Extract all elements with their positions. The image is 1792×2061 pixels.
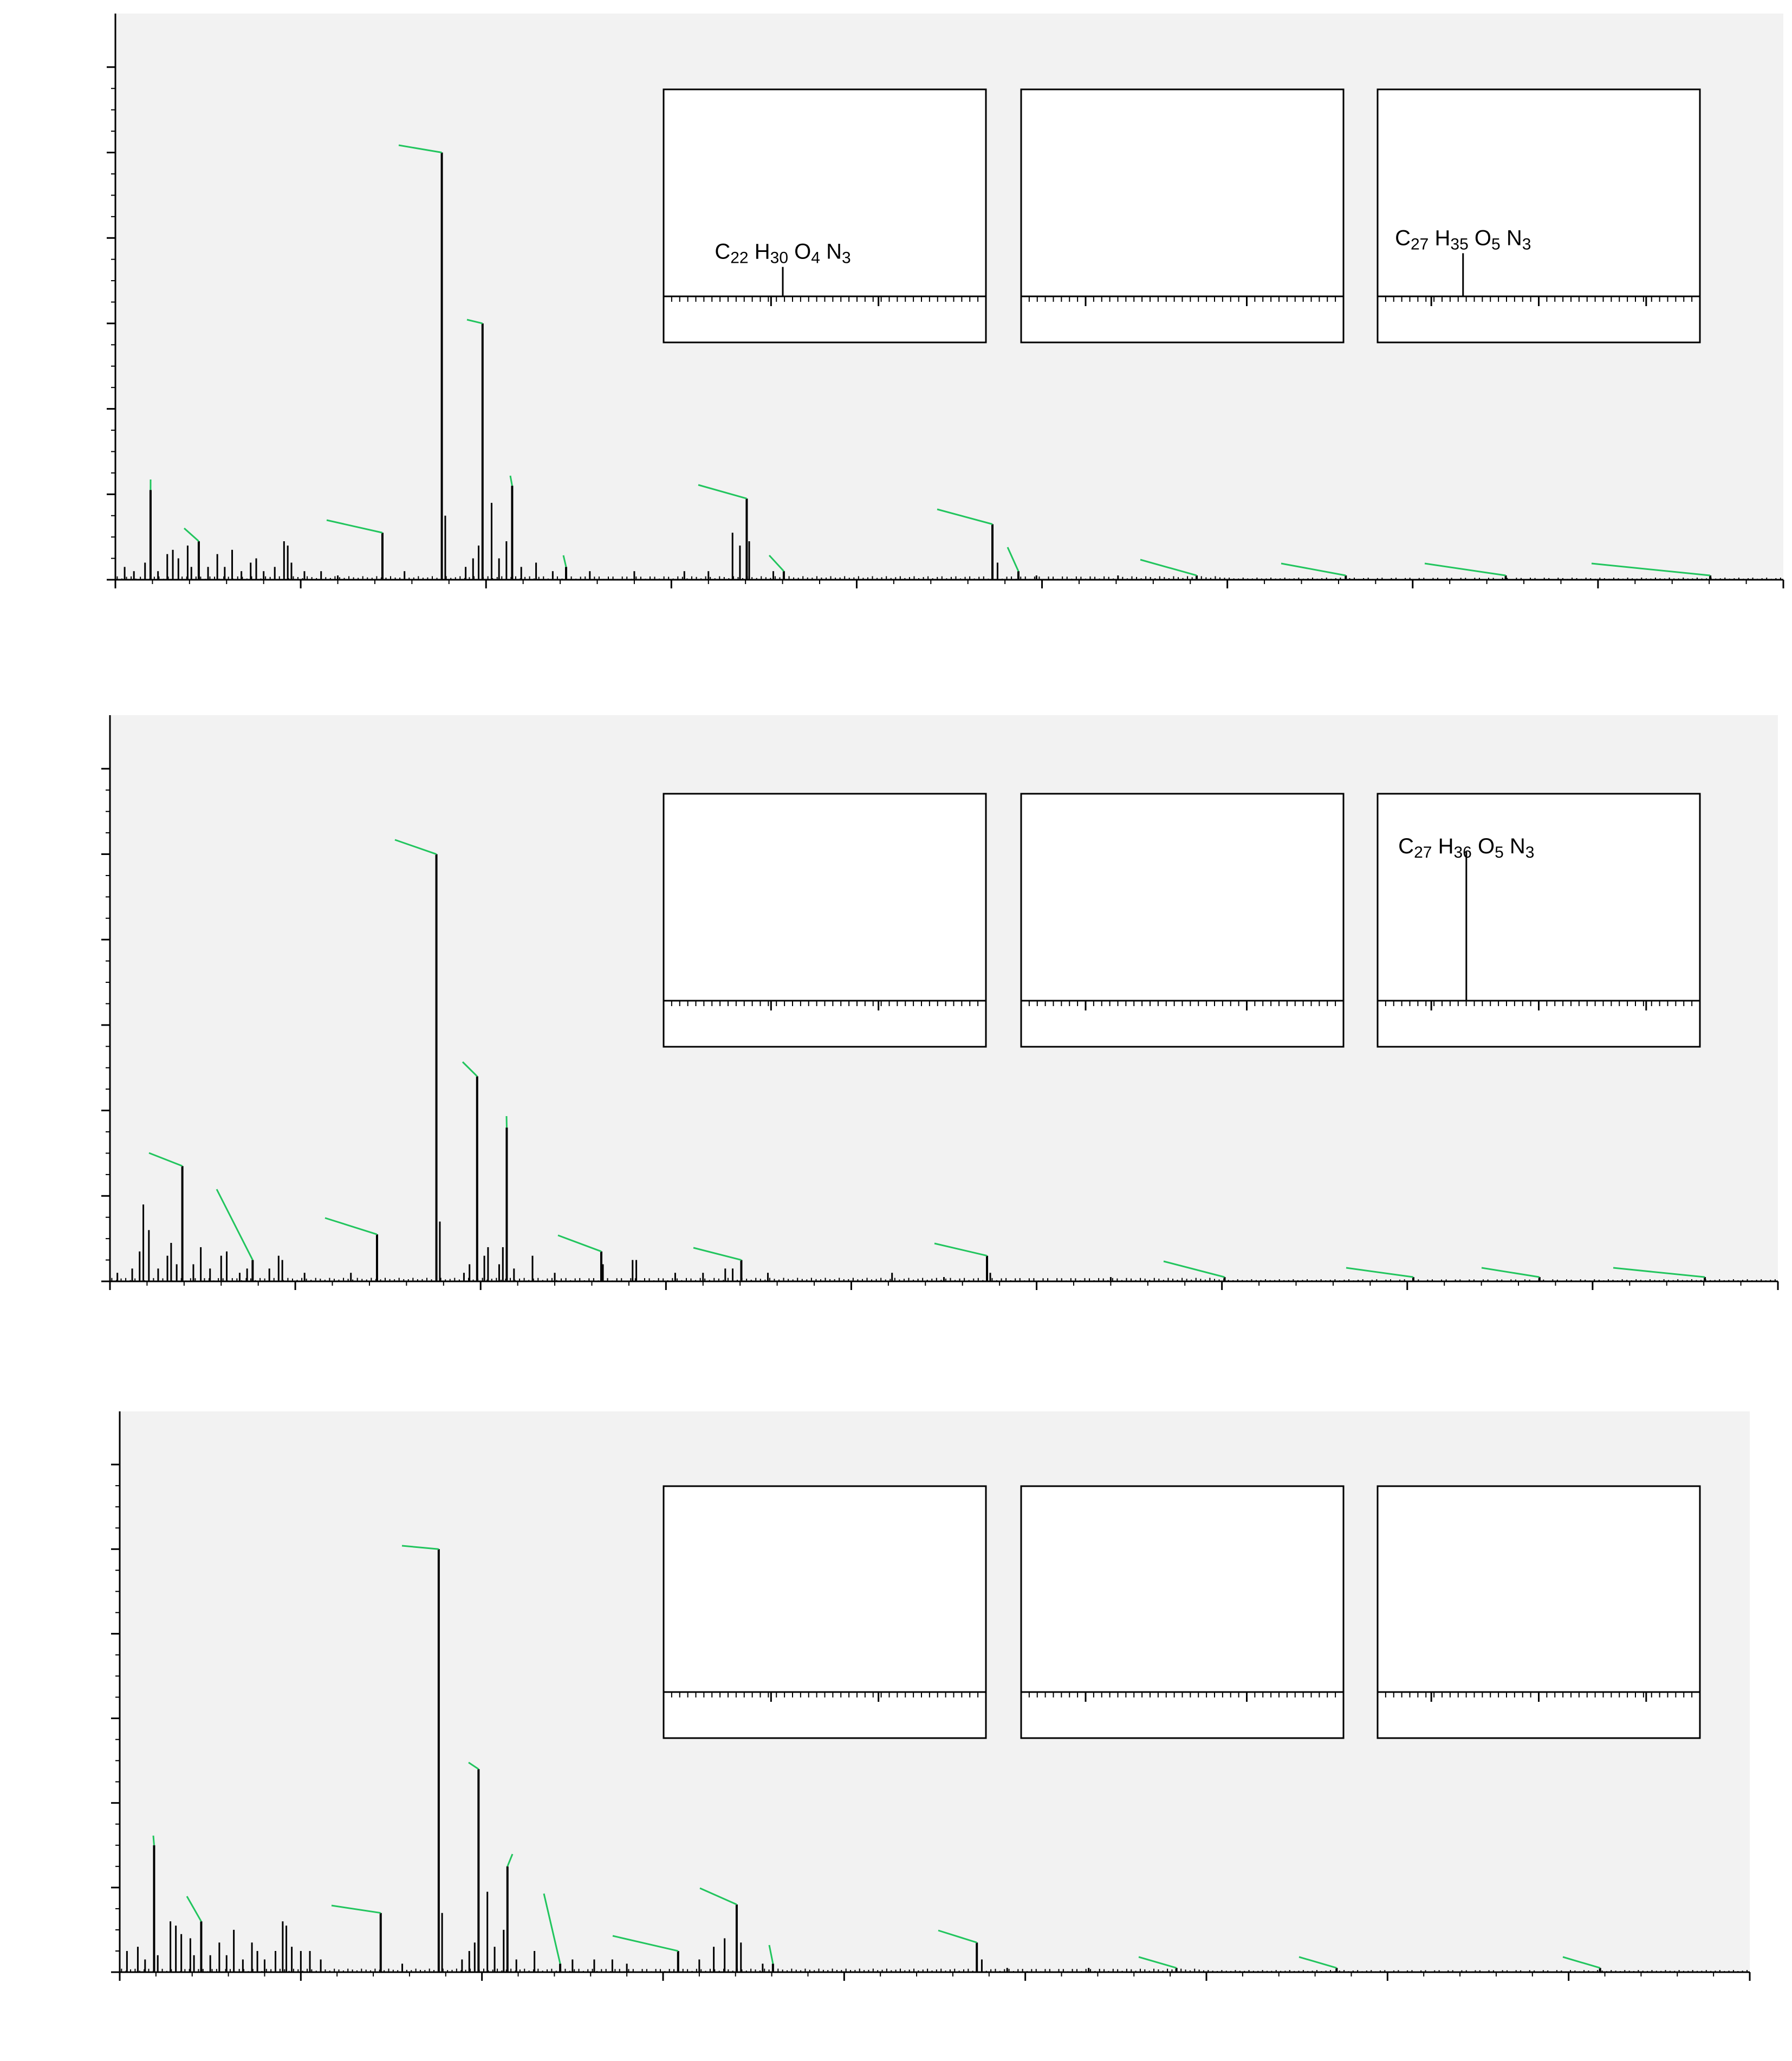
inset-frame (664, 1486, 986, 1738)
formula-count: 35 (1450, 235, 1468, 253)
formula-space (1504, 834, 1510, 858)
inset-3 (1378, 1486, 1700, 1738)
formula-count: 22 (730, 249, 748, 267)
formula-count: 27 (1411, 235, 1429, 253)
formula-element: N (1507, 226, 1522, 250)
inset-2 (1021, 794, 1343, 1047)
formula-count: 27 (1414, 844, 1432, 861)
formula-element: H (755, 240, 770, 264)
formula-space (1501, 226, 1507, 250)
inset-3: C27 H36 O5 N3 (1378, 794, 1700, 1047)
formula-element: N (826, 240, 842, 264)
peak-leader (153, 1836, 154, 1845)
formula-count: 3 (1525, 844, 1535, 861)
spectrum-panel-2: C27 H36 O5 N3 (101, 715, 1778, 1290)
formula-count: 30 (770, 249, 788, 267)
formula-count: 36 (1453, 844, 1471, 861)
formula-space (1472, 834, 1478, 858)
inset-frame (1021, 794, 1343, 1047)
formula-element: C (1395, 226, 1411, 250)
inset-frame (1021, 1486, 1343, 1738)
formula-space (1429, 226, 1434, 250)
inset-3: C27 H35 O5 N3 (1378, 89, 1700, 342)
spectrum-panel-3 (111, 1411, 1750, 1981)
formula-space (1432, 834, 1438, 858)
formula-space (820, 240, 826, 264)
formula-count: 5 (1495, 844, 1504, 861)
inset-2 (1021, 1486, 1343, 1738)
inset-frame (664, 89, 986, 342)
inset-frame (1021, 89, 1343, 342)
inset-2 (1021, 89, 1343, 342)
inset-1 (664, 794, 986, 1047)
formula-element: O (1475, 226, 1491, 250)
formula-element: C (715, 240, 730, 264)
inset-frame (664, 794, 986, 1047)
formula-element: C (1398, 834, 1414, 858)
formula-element: H (1435, 226, 1451, 250)
formula-count: 3 (842, 249, 851, 267)
formula-element: H (1438, 834, 1454, 858)
formula-count: 4 (811, 249, 820, 267)
formula-space (749, 240, 755, 264)
formula-element: N (1510, 834, 1525, 858)
formula-count: 5 (1491, 235, 1501, 253)
inset-1 (664, 1486, 986, 1738)
formula-element: O (794, 240, 811, 264)
inset-1: C22 H30 O4 N3 (664, 89, 986, 342)
formula-element: O (1478, 834, 1495, 858)
formula-space (1469, 226, 1475, 250)
spectrum-panel-1: C22 H30 O4 N3 C27 H35 O5 N3 (107, 14, 1783, 588)
formula-count: 3 (1522, 235, 1531, 253)
formula-space (788, 240, 794, 264)
